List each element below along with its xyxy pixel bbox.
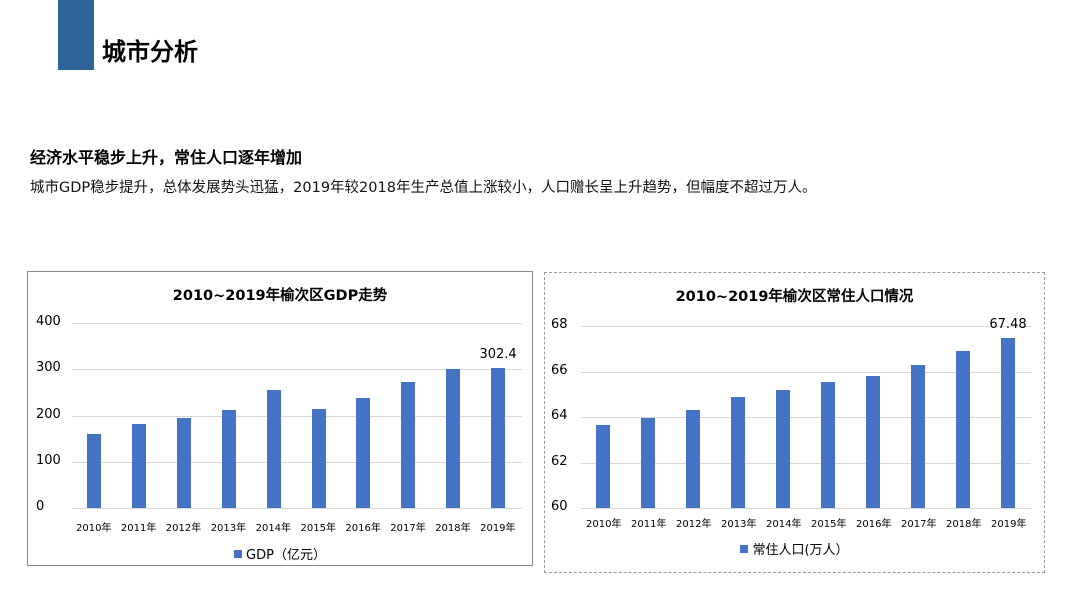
gridline xyxy=(72,323,522,324)
bar xyxy=(731,396,745,508)
x-axis-tick: 2010年 xyxy=(76,523,112,534)
data-label: 67.48 xyxy=(989,316,1027,332)
gridline xyxy=(72,461,522,463)
y-axis-tick: 64 xyxy=(551,408,568,423)
x-axis-tick: 2018年 xyxy=(946,519,982,530)
x-axis-tick: 2010年 xyxy=(586,519,622,530)
gridline xyxy=(581,417,1031,418)
bar xyxy=(87,434,101,508)
bar xyxy=(311,409,326,508)
bar xyxy=(686,410,700,508)
x-axis-tick: 2015年 xyxy=(300,523,336,534)
bar xyxy=(1001,337,1015,508)
chart-title: 2010~2019年榆次区常住人口情况 xyxy=(675,289,914,305)
y-axis-tick: 300 xyxy=(36,360,61,376)
population-chart: 2010~2019年榆次区常住人口情况 68 66 64 62 60 67.48 2010年… xyxy=(544,272,1045,573)
gridline xyxy=(72,369,522,371)
y-axis-tick: 68 xyxy=(551,317,568,332)
x-axis-tick: 2014年 xyxy=(766,519,802,530)
x-axis-tick: 2011年 xyxy=(120,523,157,534)
gridline xyxy=(581,371,1031,373)
x-axis-tick: 2017年 xyxy=(390,523,426,534)
bar xyxy=(491,368,506,508)
bar xyxy=(401,382,416,508)
page-title: 城市分析 xyxy=(102,38,198,66)
legend-swatch-icon xyxy=(234,550,243,558)
bar xyxy=(356,397,371,508)
x-axis-tick: 2014年 xyxy=(255,523,292,534)
y-axis-tick: 400 xyxy=(36,314,61,329)
legend-label: GDP（亿元） xyxy=(246,548,326,563)
x-axis-tick: 2018年 xyxy=(435,523,471,534)
x-axis-tick: 2012年 xyxy=(165,523,202,534)
bar xyxy=(911,364,925,508)
x-axis-tick: 2013年 xyxy=(721,519,757,530)
y-axis-tick: 62 xyxy=(551,453,568,469)
data-label: 302.4 xyxy=(479,347,517,363)
gridline xyxy=(72,508,522,509)
bar xyxy=(596,424,610,508)
bar xyxy=(266,390,281,508)
gridline xyxy=(581,326,1031,327)
x-axis-tick: 2012年 xyxy=(676,519,712,530)
summary-headline: 经济水平稳步上升，常住人口逐年增加 xyxy=(30,148,303,167)
bar xyxy=(446,369,461,508)
bar xyxy=(866,376,880,508)
summary-description: 城市GDP稳步提升，总体发展势头迅猛，2019年较2018年生产总值上涨较小，人… xyxy=(30,180,817,196)
title-accent-bar xyxy=(58,0,94,70)
legend-swatch-icon xyxy=(740,545,749,553)
x-axis-tick: 2017年 xyxy=(901,519,937,530)
gdp-chart: 2010~2019年榆次区GDP走势 400 300 200 100 0 302.4 201… xyxy=(27,271,533,566)
legend-label: 常住人口(万人） xyxy=(752,543,849,558)
x-axis-tick: 2016年 xyxy=(856,519,892,530)
bar xyxy=(821,381,835,508)
x-axis-tick: 2019年 xyxy=(480,523,516,534)
x-axis-tick: 2011年 xyxy=(631,519,667,530)
gridline xyxy=(581,462,1031,464)
chart-title: 2010~2019年榆次区GDP走势 xyxy=(172,288,388,304)
x-axis-tick: 2013年 xyxy=(210,523,247,534)
bar xyxy=(956,351,970,508)
x-axis-tick: 2015年 xyxy=(811,519,847,530)
y-axis-tick: 100 xyxy=(36,452,61,468)
bar xyxy=(221,409,236,508)
y-axis-tick: 200 xyxy=(36,406,61,422)
gridline xyxy=(72,415,522,417)
chart-legend: 常住人口(万人） xyxy=(545,543,1044,559)
x-axis-tick: 2019年 xyxy=(991,519,1027,530)
bar xyxy=(776,389,790,508)
y-axis-tick: 60 xyxy=(551,499,568,514)
chart-legend: GDP（亿元） xyxy=(28,548,532,564)
y-axis-tick: 66 xyxy=(551,362,568,378)
bar xyxy=(176,418,191,508)
y-axis-tick: 0 xyxy=(36,499,45,514)
x-axis-tick: 2016年 xyxy=(345,523,381,534)
bar xyxy=(641,418,655,508)
gridline xyxy=(581,508,1031,509)
bar xyxy=(131,424,146,508)
